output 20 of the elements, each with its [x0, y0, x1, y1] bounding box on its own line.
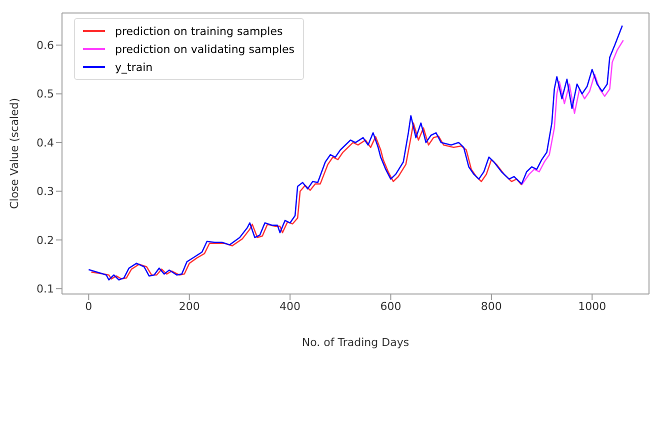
y-tick-label: 0.2	[36, 234, 54, 247]
x-tick-label: 200	[178, 300, 200, 313]
x-tick-label: 600	[380, 300, 402, 313]
y-tick-label: 0.5	[36, 88, 54, 101]
x-tick-label: 800	[480, 300, 502, 313]
y-tick-label: 0.6	[36, 39, 54, 52]
x-axis-title: No. of Trading Days	[302, 336, 410, 349]
y-tick-label: 0.4	[36, 136, 54, 150]
y-tick-label: 0.1	[36, 282, 54, 296]
y-axis-title: Close Value (scaled)	[8, 98, 21, 210]
line-series	[520, 40, 624, 186]
legend-label: prediction on validating samples	[115, 42, 295, 56]
legend-label: prediction on training samples	[115, 24, 283, 38]
x-tick-label: 0	[85, 300, 92, 313]
legend-label: y_train	[115, 60, 153, 74]
x-tick-label: 400	[280, 300, 301, 313]
x-tick-label: 1000	[578, 300, 606, 313]
line-series	[88, 25, 623, 281]
y-tick-label: 0.3	[36, 185, 54, 198]
line-series	[90, 122, 522, 280]
